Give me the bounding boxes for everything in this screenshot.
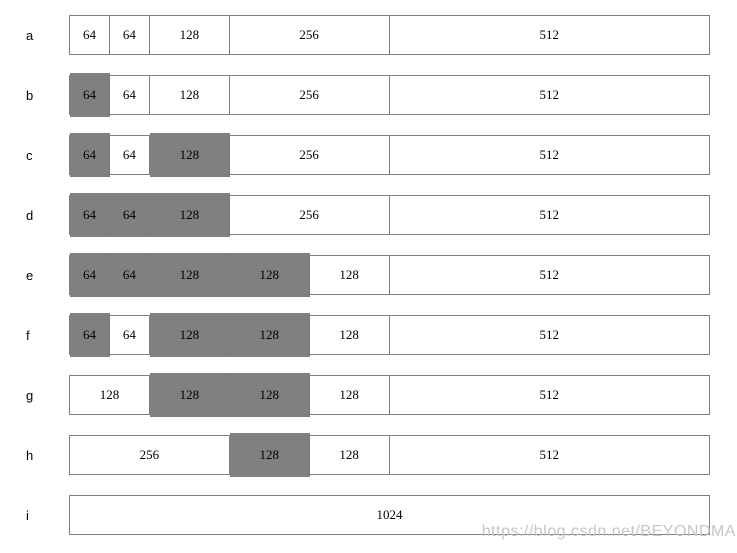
memory-bar: 1024 <box>69 495 710 535</box>
memory-cell-free: 64 <box>109 16 150 54</box>
memory-cell-free: 64 <box>109 316 150 354</box>
memory-cell-free: 128 <box>309 436 390 474</box>
memory-cell-free: 128 <box>70 376 150 414</box>
memory-cell-allocated: 128 <box>229 253 310 297</box>
memory-row-a: a 64 64 128 256 512 <box>0 15 710 55</box>
memory-bar: 64 64 128 256 512 <box>69 133 710 177</box>
memory-cell-allocated: 64 <box>70 133 110 177</box>
memory-cell-free: 128 <box>149 76 230 114</box>
memory-cell-free: 64 <box>109 76 150 114</box>
memory-cell-free: 512 <box>389 256 709 294</box>
row-label: g <box>26 387 34 403</box>
memory-cell-allocated: 128 <box>229 433 310 477</box>
row-label: b <box>26 87 34 103</box>
memory-cell-allocated: 64 <box>109 253 150 297</box>
memory-bar: 256 128 128 512 <box>69 433 710 477</box>
memory-bar: 64 64 128 128 128 512 <box>69 313 710 357</box>
row-label: f <box>26 327 30 343</box>
memory-cell-allocated: 128 <box>229 313 310 357</box>
memory-cell-allocated: 64 <box>70 193 110 237</box>
memory-cell-free: 128 <box>309 316 390 354</box>
memory-cell-free: 128 <box>309 256 390 294</box>
memory-row-d: d 64 64 128 256 512 <box>0 193 710 237</box>
memory-cell-allocated: 64 <box>70 313 110 357</box>
memory-cell-free: 512 <box>389 436 709 474</box>
memory-cell-free: 512 <box>389 16 709 54</box>
memory-cell-allocated: 64 <box>109 193 150 237</box>
row-label: e <box>26 267 34 283</box>
memory-bar: 64 64 128 256 512 <box>69 15 710 55</box>
diagram-rows: a 64 64 128 256 512 b 64 64 128 256 512 c 64 64 128 256 5… <box>0 15 710 553</box>
row-label: h <box>26 447 34 463</box>
memory-cell-allocated: 128 <box>149 373 230 417</box>
memory-cell-free: 512 <box>389 76 709 114</box>
memory-cell-allocated: 128 <box>149 313 230 357</box>
memory-cell-free: 512 <box>389 316 709 354</box>
memory-bar: 64 64 128 256 512 <box>69 73 710 117</box>
memory-cell-free: 256 <box>229 16 390 54</box>
memory-cell-free: 64 <box>70 16 110 54</box>
memory-bar: 128 128 128 128 512 <box>69 373 710 417</box>
memory-cell-free: 64 <box>109 136 150 174</box>
memory-cell-free: 256 <box>229 196 390 234</box>
memory-cell-free: 1024 <box>70 496 709 534</box>
memory-row-c: c 64 64 128 256 512 <box>0 133 710 177</box>
memory-row-i: i 1024 <box>0 495 710 535</box>
watermark-text: https://blog.csdn.net/BEYONDMA <box>481 523 736 540</box>
memory-row-b: b 64 64 128 256 512 <box>0 73 710 117</box>
memory-cell-allocated: 128 <box>149 133 230 177</box>
memory-cell-allocated: 128 <box>229 373 310 417</box>
memory-bar: 64 64 128 128 128 512 <box>69 253 710 297</box>
memory-row-g: g 128 128 128 128 512 <box>0 373 710 417</box>
memory-cell-allocated: 64 <box>70 253 110 297</box>
memory-cell-allocated: 128 <box>149 193 230 237</box>
memory-cell-free: 256 <box>70 436 230 474</box>
memory-cell-free: 512 <box>389 196 709 234</box>
row-label: d <box>26 207 34 223</box>
memory-bar: 64 64 128 256 512 <box>69 193 710 237</box>
memory-row-f: f 64 64 128 128 128 512 <box>0 313 710 357</box>
memory-cell-free: 256 <box>229 76 390 114</box>
memory-row-h: h 256 128 128 512 <box>0 433 710 477</box>
memory-cell-free: 256 <box>229 136 390 174</box>
memory-cell-free: 128 <box>309 376 390 414</box>
memory-cell-free: 512 <box>389 136 709 174</box>
row-label: a <box>26 27 34 43</box>
memory-cell-allocated: 64 <box>70 73 110 117</box>
row-label: c <box>26 147 33 163</box>
memory-row-e: e 64 64 128 128 128 512 <box>0 253 710 297</box>
memory-cell-free: 128 <box>149 16 230 54</box>
memory-cell-allocated: 128 <box>149 253 230 297</box>
memory-cell-free: 512 <box>389 376 709 414</box>
row-label: i <box>26 507 29 523</box>
